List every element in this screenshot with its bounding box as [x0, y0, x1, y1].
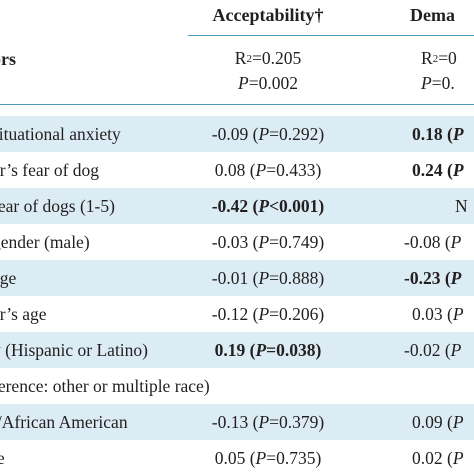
acceptability-estimate: -0.01 (P=0.888) — [211, 268, 325, 288]
demand-estimate: -0.23 (P — [404, 268, 462, 288]
acceptability-estimate: 0.19 (P=0.038) — [214, 340, 322, 360]
demand-estimate: 0.24 (P — [412, 160, 464, 180]
acceptability-header: Acceptability† — [212, 5, 324, 25]
acceptability-estimate: 0.08 (P=0.433) — [214, 160, 322, 180]
row-label: ference: other or multiple race) — [0, 376, 210, 396]
row-label: gender (male) — [0, 232, 90, 252]
row-label: t/African American — [0, 412, 128, 432]
demand-r2: R2=0 — [421, 48, 457, 68]
body-top-rule — [0, 104, 474, 105]
demand-p: P=0. — [421, 73, 455, 93]
row-label: situational anxiety — [0, 124, 121, 144]
row-label: er’s age — [0, 304, 47, 324]
demand-estimate: N — [455, 196, 468, 216]
demand-estimate: -0.02 (P — [404, 340, 462, 360]
acceptability-estimate: 0.05 (P=0.735) — [214, 448, 322, 468]
row-shading — [0, 404, 474, 440]
header-rule — [188, 35, 474, 36]
row-label: y (Hispanic or Latino) — [0, 340, 148, 360]
demand-estimate: 0.09 (P — [412, 412, 464, 432]
acceptability-estimate: -0.09 (P=0.292) — [211, 124, 325, 144]
acceptability-estimate: -0.03 (P=0.749) — [211, 232, 325, 252]
demand-estimate: 0.03 (P — [412, 304, 464, 324]
demand-estimate: 0.02 (P — [412, 448, 464, 468]
acceptability-r2: R2=0.205 — [234, 48, 302, 68]
row-label: age — [0, 268, 17, 288]
acceptability-estimate: -0.42 (P<0.001) — [211, 196, 325, 216]
row-label: fear of dogs (1-5) — [0, 196, 115, 216]
acceptability-estimate: -0.12 (P=0.206) — [211, 304, 325, 324]
row-shading — [0, 332, 474, 368]
demand-estimate: -0.08 (P — [404, 232, 462, 252]
row-shading — [0, 188, 474, 224]
demand-estimate: 0.18 (P — [412, 124, 464, 144]
row-shading — [0, 260, 474, 296]
acceptability-estimate: -0.13 (P=0.379) — [211, 412, 325, 432]
row-label: er’s fear of dog — [0, 160, 100, 180]
demand-header: Dema — [410, 5, 455, 25]
predictors-label: ors — [0, 49, 16, 69]
acceptability-p: P=0.002 — [238, 73, 298, 93]
row-label: te — [0, 448, 5, 468]
row-shading — [0, 116, 474, 152]
